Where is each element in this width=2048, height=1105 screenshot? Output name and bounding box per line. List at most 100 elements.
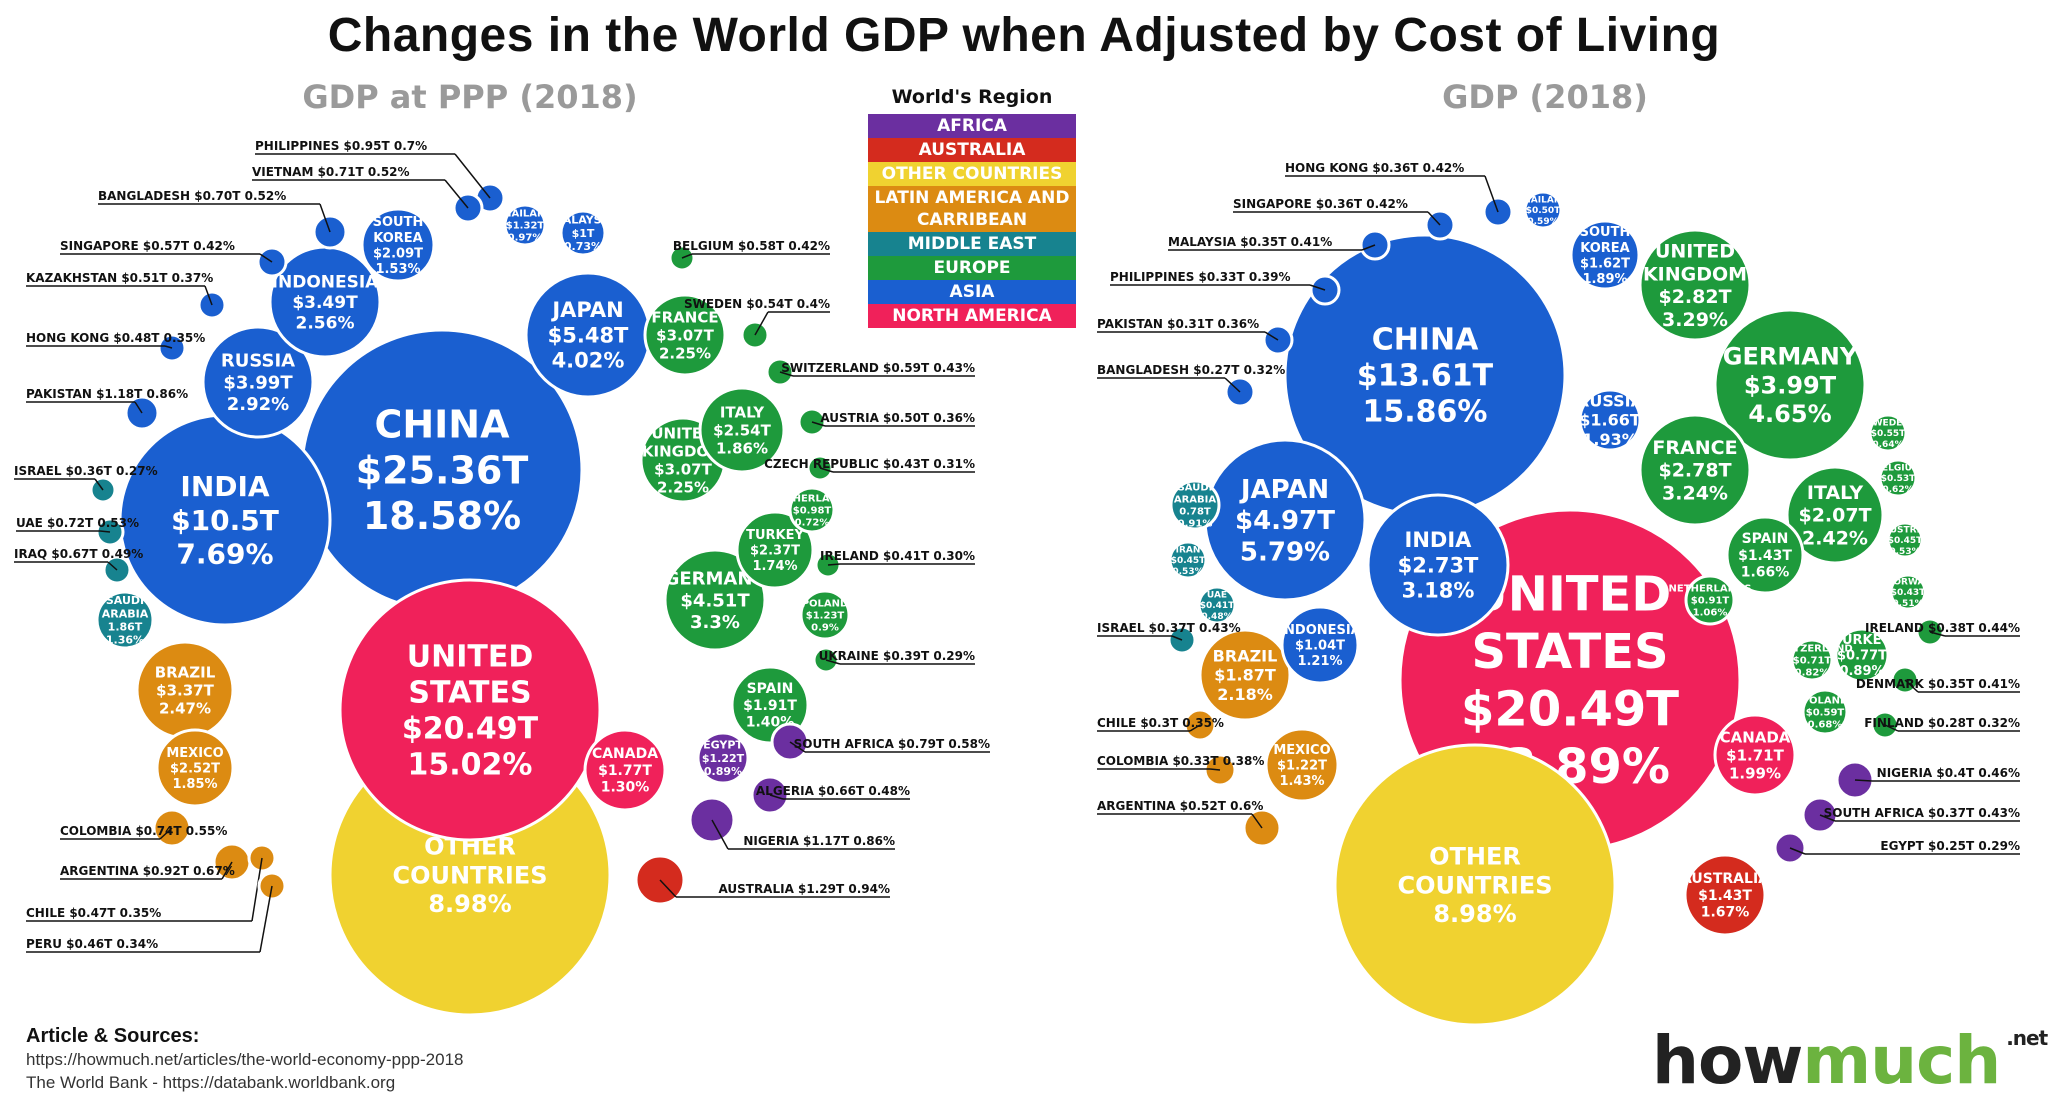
cell-colombia[interactable]: COLOMBIA $0.33T 0.38% — [1097, 753, 1264, 787]
cell-shape[interactable] — [1785, 465, 1885, 565]
cell-shape[interactable] — [1197, 585, 1237, 625]
cell-shape[interactable] — [1264, 727, 1340, 803]
cell-egypt[interactable]: EGYPT $0.25T 0.29% — [1773, 831, 2020, 865]
cell-shape[interactable] — [698, 386, 786, 474]
cell-philippines[interactable]: PHILIPPINES $0.33T 0.39% — [1110, 270, 1341, 306]
cell-israel[interactable]: ISRAEL $0.36T 0.27% — [14, 464, 158, 504]
cell-ireland[interactable]: IRELAND $0.41T 0.30% — [814, 549, 975, 579]
cell-shape[interactable] — [1834, 627, 1890, 683]
cell-nigeria[interactable]: NIGERIA $1.17T 0.86% — [688, 796, 895, 850]
cell-shape[interactable] — [1198, 628, 1292, 722]
cell-peru[interactable]: PERU $0.46T 0.34% — [26, 871, 287, 953]
cell-shape[interactable] — [155, 728, 235, 808]
cell-denmark[interactable]: DENMARK $0.35T 0.41% — [1856, 665, 2020, 695]
cell-shape[interactable] — [559, 209, 607, 257]
cell-shape[interactable] — [1878, 458, 1918, 498]
cell-shape[interactable] — [1889, 573, 1927, 611]
cell-ukraine[interactable]: UKRAINE $0.39T 0.29% — [812, 646, 975, 674]
cell-shape[interactable] — [95, 590, 155, 650]
cell-shape[interactable] — [1713, 308, 1867, 462]
cell-colombia[interactable]: COLOMBIA $0.74T 0.55% — [60, 808, 227, 848]
cell-pakistan[interactable]: PAKISTAN $1.18T 0.86% — [26, 387, 188, 431]
cell-shape[interactable] — [1578, 388, 1642, 452]
source-article-link[interactable]: https://howmuch.net/articles/the-world-e… — [26, 1050, 464, 1069]
cell-shape[interactable] — [1868, 413, 1908, 453]
cell-bangladesh[interactable]: BANGLADESH $0.27T 0.32% — [1097, 363, 1285, 408]
cell-shape[interactable] — [663, 548, 767, 652]
cell-shape[interactable] — [1725, 515, 1805, 595]
cell-shape[interactable] — [338, 578, 602, 842]
cell-shape[interactable] — [360, 207, 436, 283]
cell-south-africa[interactable]: SOUTH AFRICA $0.79T 0.58% — [770, 722, 990, 762]
howmuch-logo[interactable]: howmuch .net — [1652, 1022, 2048, 1099]
cell-shape[interactable] — [1684, 574, 1736, 626]
cell-shape[interactable] — [735, 510, 815, 590]
cell-singapore[interactable]: SINGAPORE $0.36T 0.42% — [1233, 197, 1456, 241]
cell-singapore[interactable]: SINGAPORE $0.57T 0.42% — [60, 239, 288, 278]
cell-shape[interactable] — [201, 325, 315, 439]
cell-chile[interactable]: CHILE $0.47T 0.35% — [26, 843, 277, 922]
cell-shape[interactable] — [1638, 413, 1752, 527]
cell-shape[interactable] — [1169, 479, 1221, 531]
cell-shape[interactable] — [1790, 638, 1834, 682]
cell-argentina[interactable]: ARGENTINA $0.92T 0.67% — [60, 842, 252, 882]
cell-australia[interactable]: AUSTRALIA $1.29T 0.94% — [634, 854, 890, 906]
cell-belgium[interactable]: BELGIUM $0.58T 0.42% — [668, 239, 830, 272]
cell-shape[interactable] — [1280, 605, 1360, 685]
cell-finland[interactable]: FINLAND $0.28T 0.32% — [1864, 710, 2020, 740]
cell-chile[interactable]: CHILE $0.3T 0.35% — [1097, 708, 1224, 742]
cell-algeria[interactable]: ALGERIA $0.66T 0.48% — [750, 775, 910, 815]
cell-malaysia[interactable]: MALAYSIA$1T0.73% — [552, 209, 615, 257]
cell-shape[interactable] — [799, 589, 851, 641]
cell-shape[interactable] — [1801, 688, 1849, 736]
cell-shape[interactable] — [1638, 228, 1752, 342]
cell-bangladesh[interactable]: BANGLADESH $0.70T 0.52% — [98, 189, 348, 250]
cell-kazakhstan[interactable]: KAZAKHSTAN $0.51T 0.37% — [26, 271, 227, 320]
cell-vietnam[interactable]: VIETNAM $0.71T 0.52% — [252, 165, 484, 224]
cell-shape[interactable] — [583, 728, 667, 812]
cell-malaysia[interactable]: MALAYSIA $0.35T 0.41% — [1168, 229, 1391, 261]
cell-shape[interactable] — [1683, 853, 1767, 937]
cell-sweden[interactable]: SWEDEN $0.54T 0.4% — [684, 297, 830, 350]
cell-pakistan[interactable]: PAKISTAN $0.31T 0.36% — [1097, 317, 1294, 356]
cell-hong-kong[interactable]: HONG KONG $0.36T 0.42% — [1285, 161, 1514, 228]
cell-nigeria[interactable]: NIGERIA $0.4T 0.46% — [1835, 760, 2020, 800]
cell-shape[interactable] — [1168, 540, 1208, 580]
